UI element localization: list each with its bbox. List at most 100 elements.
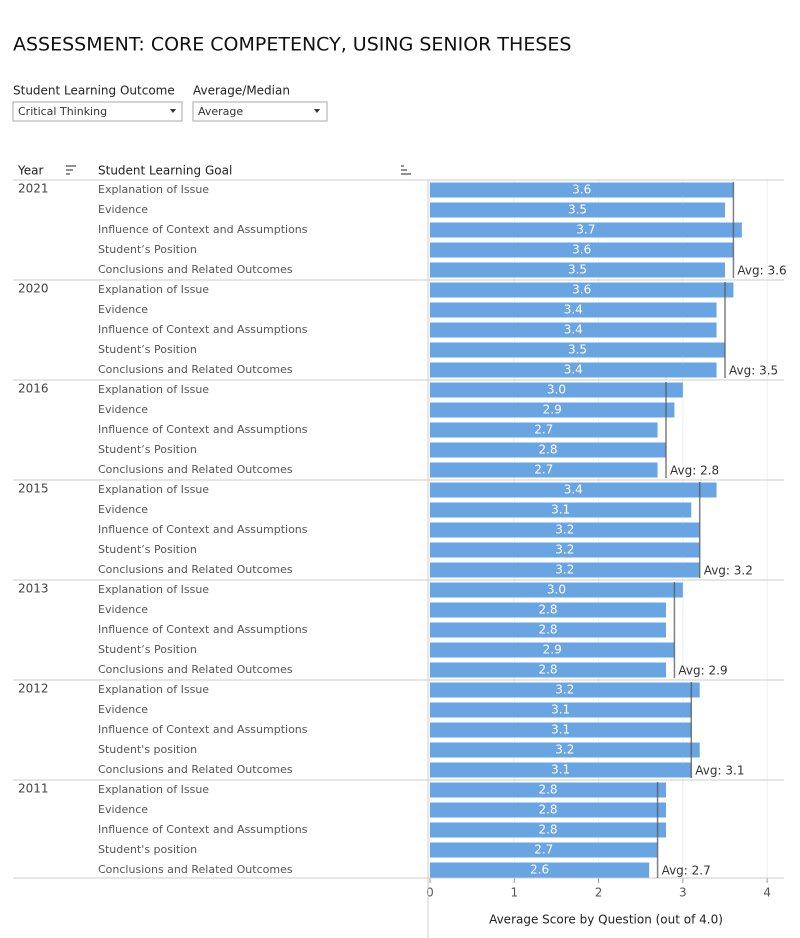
goal-label: Explanation of Issue [98,783,209,796]
bar [430,602,666,618]
data-label: 3.2 [555,543,574,557]
bar [430,262,725,278]
filter[interactable]: Average/Median Average [192,84,328,122]
x-axis-title: Average Score by Question (out of 4.0) [489,913,723,927]
dropdown-value: Average [198,105,243,118]
goal-label: Evidence [98,803,148,816]
goal-label: Student’s Position [98,343,197,356]
data-label: 3.6 [572,283,591,297]
goal-label: Evidence [98,703,148,716]
data-label: 3.1 [551,703,570,717]
data-label: 2.8 [538,783,557,797]
data-label: 2.8 [538,443,557,457]
bar [430,422,658,438]
average-label: Avg: 3.6 [737,264,786,278]
data-label: 3.5 [568,343,587,357]
data-label: 2.8 [538,823,557,837]
goal-label: Explanation of Issue [98,183,209,196]
filter-label: Student Learning Outcome [13,84,175,98]
bar [430,702,692,718]
data-label: 3.0 [547,583,566,597]
data-label: 3.1 [551,763,570,777]
bar [430,442,666,458]
data-label: 3.2 [555,683,574,697]
bar [430,482,717,498]
x-tick-label: 0 [426,886,434,900]
filter[interactable]: Student Learning Outcome Critical Thinki… [12,84,183,122]
goal-label: Conclusions and Related Outcomes [98,763,293,776]
goal-label: Influence of Context and Assumptions [98,323,308,336]
data-label: 2.9 [543,403,562,417]
data-label: 2.8 [538,603,557,617]
data-label: 3.4 [564,483,583,497]
goal-label: Student's position [98,843,197,856]
dropdown[interactable] [192,101,328,122]
bar [430,382,683,398]
bar [430,842,658,858]
goal-label: Explanation of Issue [98,683,209,696]
data-label: 2.8 [538,623,557,637]
filter-label: Average/Median [193,84,290,98]
column-header: Student Learning Goal [98,164,232,178]
goal-label: Evidence [98,503,148,516]
data-label: 3.7 [576,223,595,237]
data-label: 3.1 [551,503,570,517]
goal-label: Influence of Context and Assumptions [98,223,308,236]
sort-icon[interactable] [401,165,411,175]
data-label: 3.2 [555,563,574,577]
bar [430,182,734,198]
goal-label: Influence of Context and Assumptions [98,423,308,436]
goal-label: Explanation of Issue [98,283,209,296]
average-label: Avg: 2.9 [678,664,727,678]
data-label: 3.6 [572,243,591,257]
year-label: 2020 [18,282,49,296]
year-label: 2011 [18,782,49,796]
year-label: 2021 [18,182,49,196]
data-label: 3.4 [564,303,583,317]
goal-label: Student’s Position [98,243,197,256]
x-tick-label: 2 [595,886,603,900]
data-label: 3.4 [564,363,583,377]
data-label: 2.9 [543,643,562,657]
goal-label: Evidence [98,303,148,316]
goal-label: Influence of Context and Assumptions [98,523,308,536]
bar [430,222,742,238]
goal-label: Conclusions and Related Outcomes [98,463,293,476]
average-label: Avg: 3.1 [695,764,744,778]
goal-label: Conclusions and Related Outcomes [98,363,293,376]
sort-icon[interactable] [66,165,76,175]
bar [430,682,700,698]
data-label: 3.5 [568,203,587,217]
bar [430,862,650,878]
goal-label: Conclusions and Related Outcomes [98,563,293,576]
dropdown-value: Critical Thinking [18,105,107,118]
goal-label: Conclusions and Related Outcomes [98,863,293,876]
goal-label: Conclusions and Related Outcomes [98,663,293,676]
data-label: 2.7 [534,463,553,477]
goal-label: Evidence [98,603,148,616]
goal-label: Influence of Context and Assumptions [98,623,308,636]
bar [430,242,734,258]
data-label: 3.2 [555,523,574,537]
goal-label: Conclusions and Related Outcomes [98,263,293,276]
goal-label: Explanation of Issue [98,583,209,596]
data-label: 2.8 [538,803,557,817]
bar [430,462,658,478]
bar [430,742,700,758]
average-label: Avg: 3.5 [729,364,778,378]
dropdown-arrow [170,109,176,113]
goal-label: Explanation of Issue [98,483,209,496]
data-label: 3.6 [572,183,591,197]
dropdown[interactable] [12,101,183,122]
bar [430,662,666,678]
bar [430,582,683,598]
goal-label: Explanation of Issue [98,383,209,396]
bar [430,202,725,218]
bar [430,782,666,798]
goal-label: Student’s Position [98,443,197,456]
average-label: Avg: 2.7 [662,864,711,878]
data-label: 3.4 [564,323,583,337]
bar [430,302,717,318]
year-label: 2015 [18,482,49,496]
bar [430,762,692,778]
